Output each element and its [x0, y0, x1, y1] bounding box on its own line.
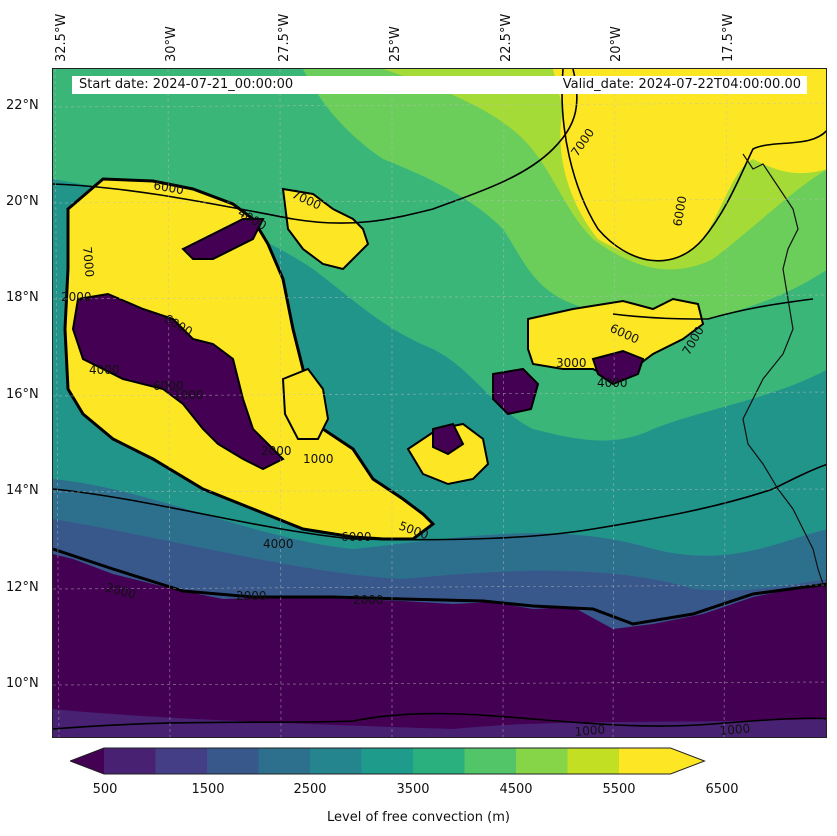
contour-line-6000 [612, 298, 814, 320]
contour-label: 2000 [353, 593, 384, 607]
contour-line-7000 [53, 69, 578, 224]
contour-label: 1000 [173, 388, 204, 402]
contour-label: 6000 [152, 178, 185, 197]
region-below-1000-mid [492, 367, 540, 416]
colorbar-label: Level of free convection (m) [327, 810, 510, 825]
region-below-1000-west [71, 292, 285, 471]
colorbar-segment [516, 748, 568, 774]
longitude-label-27-5w: 27.5°W [277, 13, 292, 62]
colorbar-segment [361, 748, 414, 774]
colorbar-tick: 2500 [293, 782, 327, 797]
latitude-label-18n: 18°N [6, 290, 39, 305]
contour-label: 6000 [670, 195, 689, 228]
latitude-label-12n: 12°N [6, 580, 39, 595]
latitude-label-10n: 10°N [6, 676, 39, 691]
contour-label: 4000 [597, 376, 628, 390]
contour-label: 4000 [89, 363, 120, 377]
start-date-label: Start date: 2024-07-21_00:00:00 [79, 77, 294, 92]
longitude-label-22-5w: 22.5°W [499, 13, 514, 62]
contour-label: 2000 [61, 290, 92, 304]
colorbar [70, 747, 706, 775]
colorbar-tick: 6500 [705, 782, 739, 797]
region-above-7000-east [527, 297, 705, 381]
colorbar-tick: 5500 [602, 782, 636, 797]
longitude-label-25w: 25°W [388, 26, 403, 62]
longitude-label-32-5w: 32.5°W [54, 13, 69, 62]
region-above-7000-north [281, 187, 370, 271]
colorbar-tick: 4500 [499, 782, 533, 797]
colorbar-segment [310, 748, 362, 774]
valid-date-label: Valid_date: 2024-07-22T04:00:00.00 [562, 77, 801, 92]
filled-contour-map: 7000 7000 6000 7000 6000 6000 7000 2000 … [53, 69, 826, 738]
longitude-label-20w: 20°W [609, 26, 624, 62]
region-below-1000-north-strip [181, 218, 265, 260]
colorbar-segment [413, 748, 465, 774]
longitude-label-17-5w: 17.5°W [721, 13, 736, 62]
region-above-7000-west [63, 177, 436, 541]
date-header: Start date: 2024-07-21_00:00:00 Valid_da… [72, 76, 807, 94]
contour-label: 1000 [719, 721, 751, 738]
contour-line-7000-east [561, 69, 826, 262]
colorbar-segment [207, 748, 259, 774]
region-above-7000-center [281, 367, 330, 440]
longitude-label-30w: 30°W [164, 26, 179, 62]
colorbar-outline [70, 747, 706, 775]
latitude-label-16n: 16°N [6, 387, 39, 402]
colorbar-segment [104, 748, 156, 774]
contour-label: 1000 [303, 452, 334, 466]
contour-label: 2000 [261, 444, 292, 458]
region-below-1000-southcentral [432, 422, 465, 456]
contour-line-5000 [53, 463, 826, 541]
colorbar-segment [258, 748, 311, 774]
band-1000-1500-strip [53, 709, 826, 737]
colorbar-tick: 500 [92, 782, 118, 797]
contour-label: 1000 [574, 722, 606, 738]
map-panel: 7000 7000 6000 7000 6000 6000 7000 2000 … [52, 68, 827, 738]
latitude-label-14n: 14°N [6, 483, 39, 498]
colorbar-over-arrow [619, 748, 705, 774]
band-above-7000-northeast [553, 69, 826, 260]
colorbar-segment [567, 748, 620, 774]
latitude-label-20n: 20°N [6, 194, 39, 209]
coastline [742, 153, 826, 588]
graticule [53, 69, 826, 737]
colorbar-segment [464, 748, 517, 774]
band-below-1000 [53, 554, 826, 737]
latitude-label-22n: 22°N [6, 98, 39, 113]
contour-label: 4000 [263, 537, 294, 551]
contour-label: 6000 [153, 379, 184, 393]
contour-label: 2000 [236, 589, 267, 603]
contour-label: 7000 [80, 246, 97, 278]
contour-label: 6000 [341, 530, 372, 544]
colorbar-tick: 3500 [396, 782, 430, 797]
contour-line-2000 [53, 547, 826, 626]
colorbar-tick: 1500 [191, 782, 225, 797]
contour-line-1000 [53, 712, 826, 730]
colorbar-under-arrow [70, 748, 104, 774]
contour-label: 3000 [556, 356, 587, 370]
colorbar-segment [155, 748, 208, 774]
region-below-1000-east [591, 349, 645, 386]
